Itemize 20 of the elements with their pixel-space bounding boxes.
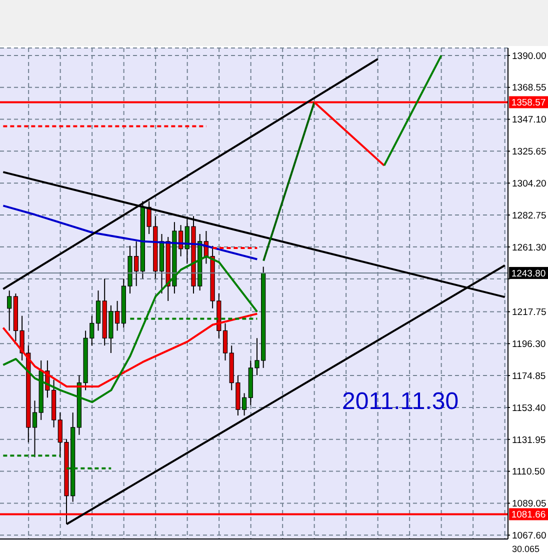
y-tick-label: 1110.50 [512, 466, 545, 478]
y-tick-label: 1067.60 [512, 530, 546, 542]
y-tick-label: 1196.30 [512, 339, 546, 350]
y-tick-label: 1217.75 [512, 307, 546, 318]
y-tick-label: 1131.95 [512, 434, 546, 446]
y-tick-label: 1347.10 [512, 114, 546, 126]
y-tick-label: 1282.75 [512, 210, 546, 222]
ref-line-label: 1243.80 [511, 268, 546, 280]
text: 30.065 [512, 544, 540, 554]
y-tick-label: 1304.20 [512, 178, 546, 190]
y-tick-label: 1174.85 [512, 370, 546, 382]
ref-line-label: 1358.57 [511, 98, 546, 109]
annotation: 2011.11.30 [342, 388, 459, 416]
y-tick-label: 1089.05 [512, 498, 546, 510]
y-tick-label: 1153.40 [512, 402, 546, 414]
y-tick-label: 1368.55 [512, 82, 546, 94]
y-tick-label: 1325.65 [512, 146, 546, 158]
ref-line-label: 1081.66 [511, 510, 546, 521]
y-tick-label: 1390.00 [512, 50, 546, 62]
y-tick-label: 1261.30 [512, 242, 546, 254]
